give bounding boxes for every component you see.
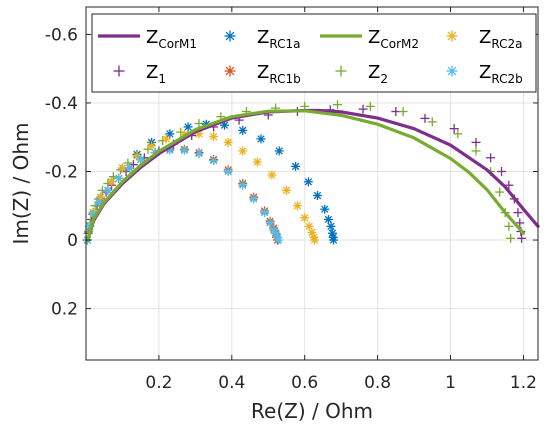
y-axis-label: Im(Z) / Ohm bbox=[9, 122, 33, 244]
data-point bbox=[303, 177, 313, 187]
data-point bbox=[252, 157, 262, 167]
data-point bbox=[267, 170, 277, 180]
legend-marker-sample bbox=[224, 65, 236, 77]
data-point bbox=[103, 185, 113, 195]
data-point bbox=[515, 218, 525, 228]
data-point bbox=[398, 107, 408, 117]
data-point bbox=[179, 145, 189, 155]
data-point bbox=[323, 214, 333, 224]
data-point bbox=[365, 101, 375, 111]
legend-box bbox=[91, 13, 537, 93]
data-point bbox=[194, 119, 204, 129]
data-point bbox=[358, 104, 368, 114]
data-point bbox=[517, 233, 527, 243]
x-tick-label: 0.4 bbox=[218, 373, 245, 393]
data-point bbox=[495, 187, 505, 197]
data-point bbox=[223, 167, 233, 177]
data-point bbox=[281, 185, 291, 195]
data-point bbox=[238, 180, 248, 190]
data-point bbox=[292, 201, 302, 211]
data-point bbox=[114, 173, 124, 183]
legend-marker-sample bbox=[335, 65, 347, 77]
axis-ticks: 0.2 0.4 0.6 0.8 1 1.2 -0.6 -0.4 -0.2 0 0.2 bbox=[45, 7, 538, 393]
legend-marker-sample bbox=[446, 65, 458, 77]
legend-marker-sample bbox=[224, 30, 236, 42]
data-point bbox=[326, 221, 336, 231]
x-tick-label: 0.6 bbox=[291, 373, 318, 393]
data-point bbox=[427, 117, 437, 127]
data-point bbox=[165, 129, 175, 139]
data-point bbox=[497, 167, 507, 177]
data-point bbox=[449, 124, 459, 134]
y-tick-label: -0.4 bbox=[45, 94, 78, 114]
data-point bbox=[147, 141, 157, 151]
y-tick-label: -0.6 bbox=[45, 25, 78, 45]
legend-marker-sample bbox=[113, 65, 125, 77]
data-point bbox=[312, 190, 322, 200]
data-point bbox=[249, 194, 259, 204]
data-series bbox=[82, 100, 540, 245]
data-point bbox=[471, 137, 481, 147]
plot-area-frame bbox=[85, 6, 539, 361]
data-point bbox=[273, 235, 283, 245]
data-point bbox=[333, 100, 343, 110]
data-point bbox=[238, 125, 248, 135]
data-point bbox=[209, 156, 219, 166]
data-point bbox=[320, 204, 330, 214]
legend-marker-sample bbox=[446, 30, 458, 42]
data-point bbox=[260, 208, 270, 218]
data-point bbox=[486, 153, 496, 163]
data-point bbox=[161, 134, 171, 144]
data-point bbox=[513, 208, 523, 218]
data-point bbox=[310, 235, 320, 245]
x-tick-label: 1 bbox=[445, 373, 456, 393]
x-tick-label: 0.2 bbox=[145, 373, 172, 393]
data-point bbox=[504, 221, 514, 231]
data-point bbox=[329, 235, 339, 245]
data-point bbox=[300, 213, 310, 223]
x-axis-label: Re(Z) / Ohm bbox=[251, 399, 373, 423]
data-point bbox=[194, 149, 204, 159]
data-point bbox=[274, 146, 284, 156]
series-z-corm2-line bbox=[86, 109, 526, 242]
data-point bbox=[238, 146, 248, 156]
data-point bbox=[209, 132, 219, 142]
data-point bbox=[183, 122, 193, 132]
x-tick-label: 0.8 bbox=[364, 373, 391, 393]
y-tick-label: 0.2 bbox=[51, 300, 78, 320]
y-tick-label: 0 bbox=[67, 231, 78, 251]
data-point bbox=[420, 113, 430, 123]
data-point bbox=[256, 134, 266, 144]
data-point bbox=[504, 180, 514, 190]
data-point bbox=[506, 233, 516, 243]
data-point bbox=[265, 218, 275, 228]
y-tick-label: -0.2 bbox=[45, 163, 78, 183]
data-point bbox=[471, 146, 481, 156]
data-point bbox=[107, 177, 117, 187]
data-point bbox=[223, 137, 233, 147]
x-tick-label: 1.2 bbox=[510, 373, 537, 393]
data-point bbox=[94, 197, 104, 207]
data-point bbox=[125, 163, 135, 173]
data-point bbox=[453, 129, 463, 139]
data-point bbox=[291, 161, 301, 171]
